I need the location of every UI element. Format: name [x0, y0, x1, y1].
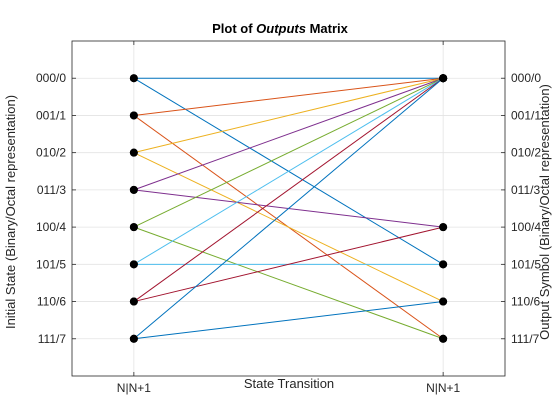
y-tick-label-left: 010/2 — [36, 146, 66, 160]
state-marker-start — [129, 148, 138, 157]
y-tick-label-right: 100/4 — [511, 220, 541, 234]
state-marker-end — [439, 260, 448, 269]
x-tick-label: N|N+1 — [426, 381, 460, 395]
y-tick-labels-right: 000/0 001/1 010/2 011/3 100/4 101/5 110/6 111/7 — [511, 71, 541, 346]
series-lines — [133, 77, 444, 340]
transition-line — [133, 226, 444, 340]
y-tick-label-right: 111/7 — [511, 332, 540, 346]
x-axis-label: State Transition — [244, 376, 334, 391]
state-marker-start — [129, 334, 138, 343]
state-marker-start — [129, 111, 138, 120]
transition-line — [133, 77, 444, 302]
y-tick-label-right: 000/0 — [511, 71, 541, 85]
y-tick-label-right: 001/1 — [511, 108, 541, 122]
y-tick-label-right: 010/2 — [511, 146, 541, 160]
transition-line — [133, 77, 444, 228]
state-marker-start — [129, 223, 138, 232]
y-tick-label-left: 101/5 — [36, 257, 66, 271]
transition-line — [133, 77, 444, 154]
state-marker-end — [439, 334, 448, 343]
y-tick-label-right: 101/5 — [511, 257, 541, 271]
y-tick-label-left: 110/6 — [37, 295, 66, 309]
state-marker-start — [129, 74, 138, 83]
state-marker-start — [129, 185, 138, 194]
state-marker-end — [439, 223, 448, 232]
state-marker-end — [439, 74, 448, 83]
transition-line — [133, 77, 444, 191]
x-tick-labels: N|N+1 N|N+1 — [117, 381, 461, 395]
y-tick-label-left: 100/4 — [36, 220, 66, 234]
y-tick-labels-left: 000/0 001/1 010/2 011/3 100/4 101/5 110/6 111/7 — [36, 71, 66, 346]
transition-line — [133, 77, 444, 265]
y-tick-label-left: 000/0 — [36, 71, 66, 85]
transition-line — [133, 301, 444, 340]
state-marker-start — [129, 297, 138, 306]
state-markers — [129, 74, 448, 343]
tick-marks — [72, 41, 505, 376]
y-tick-label-left: 111/7 — [38, 332, 67, 346]
transition-line — [133, 152, 444, 303]
y-tick-label-left: 001/1 — [36, 108, 66, 122]
y-axis-label-left: Initial State (Binary/Octal representati… — [3, 95, 18, 329]
chart-title: Plot of Outputs Matrix — [212, 21, 349, 36]
x-tick-label: N|N+1 — [117, 381, 151, 395]
transition-line — [133, 77, 444, 340]
plot-area — [71, 40, 506, 377]
transition-line — [133, 77, 444, 116]
transition-line — [133, 226, 444, 303]
state-marker-end — [439, 297, 448, 306]
state-marker-start — [129, 260, 138, 269]
y-tick-label-right: 110/6 — [511, 295, 540, 309]
y-tick-label-right: 011/3 — [511, 183, 540, 197]
y-axis-label-right: Output Symbol (Binary/Octal representati… — [537, 84, 552, 340]
y-tick-label-left: 011/3 — [37, 183, 66, 197]
